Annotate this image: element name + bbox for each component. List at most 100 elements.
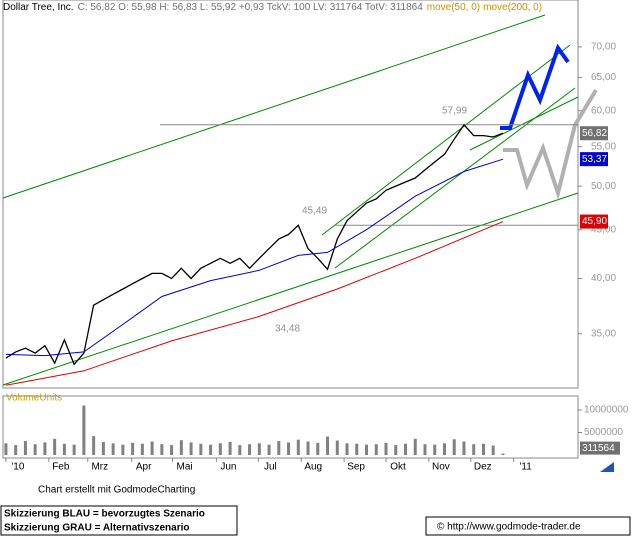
y-tick-label: 10000000 — [584, 405, 629, 416]
y-tick-label: 65,00 — [591, 72, 616, 83]
volume-bar — [82, 405, 86, 455]
volume-bar — [209, 444, 213, 455]
volume-bar — [111, 443, 115, 455]
volume-tag — [580, 441, 620, 455]
x-tick-label: Sep — [347, 462, 365, 473]
x-tick-label: Okt — [390, 462, 406, 473]
x-tick-label: Mrz — [91, 462, 108, 473]
volume-bar — [238, 445, 242, 455]
volume-bar — [4, 443, 8, 455]
volume-bar — [14, 445, 18, 455]
volume-bar — [131, 442, 135, 455]
volume-bar — [267, 444, 271, 455]
volume-bar — [72, 444, 76, 455]
volume-bar — [423, 444, 427, 455]
volume-bar — [170, 445, 174, 455]
volume-bar — [413, 438, 417, 455]
x-tick-label: Mai — [177, 462, 193, 473]
y-tick-label: 45,00 — [591, 224, 616, 235]
y-tick-label: 50,00 — [591, 181, 616, 192]
volume-bar — [228, 441, 232, 455]
x-tick-label: '10 — [11, 462, 24, 473]
volume-bar — [433, 444, 437, 455]
volume-tag-label: 311564 — [582, 443, 615, 454]
note-blue: Skizzierung BLAU = bevorzugtes Szenario — [4, 509, 205, 520]
volume-bar — [101, 441, 105, 455]
copyright: © http://www.godmode-trader.de — [437, 522, 581, 533]
volume-bar — [345, 443, 349, 455]
header: Dollar Tree, Inc. C: 56,82 O: 55,98 H: 56… — [3, 2, 542, 13]
volume-bar — [43, 442, 47, 455]
header-ma50: move(50, 0) — [427, 2, 480, 13]
series-line — [5, 158, 504, 357]
volume-bar — [140, 443, 144, 455]
volume-bar — [442, 443, 446, 455]
volume-bar — [404, 443, 407, 455]
volume-bar — [218, 443, 222, 455]
volume-bar — [92, 436, 96, 455]
volume-bar — [277, 441, 281, 455]
volume-bar — [335, 440, 339, 455]
annotation: 57,99 — [442, 106, 467, 117]
annotation: 34,48 — [275, 324, 300, 335]
volume-bar — [462, 441, 466, 455]
header-ma200: move(200, 0) — [483, 2, 542, 13]
trend-lines — [2, 14, 579, 386]
series-line — [5, 221, 504, 386]
x-tick-label: Dez — [474, 462, 492, 473]
volume-bar — [160, 444, 164, 455]
volume-bar — [287, 442, 291, 455]
volume-bar — [179, 440, 183, 455]
volume-bar — [296, 439, 300, 455]
volume-bar — [491, 445, 495, 455]
volume-bar — [501, 453, 505, 455]
y-tick-label: 60,00 — [591, 105, 616, 116]
price-tag — [580, 214, 608, 229]
price-tag-label: 56,82 — [582, 128, 607, 139]
x-tick-label: '11 — [520, 462, 533, 473]
volume-bar — [374, 444, 378, 455]
price-panel — [2, 0, 579, 389]
volume-bar — [306, 441, 310, 455]
volume-bar — [452, 439, 456, 455]
icon[interactable] — [600, 462, 614, 472]
volume-bar — [53, 438, 57, 455]
volume-bar — [62, 443, 66, 455]
volume-bar — [199, 443, 203, 455]
volume-bar — [189, 442, 193, 455]
y-tick-label: 35,00 — [591, 328, 616, 339]
y-tick-label: 55,00 — [591, 141, 616, 152]
volume-bar — [316, 442, 320, 455]
volume-panel — [2, 395, 579, 459]
x-tick-label: Nov — [432, 462, 450, 473]
volume-bar — [472, 444, 476, 455]
scenario-blue — [500, 43, 570, 130]
marks: 70,00 65,00 60,00 55,00 50,00 45,00 40,00 35,00… — [4, 42, 629, 473]
trend-line — [2, 14, 546, 199]
x-tick-label: Jul — [264, 462, 277, 473]
note-gray: Skizzierung GRAU = Alternativszenario — [4, 523, 190, 534]
x-tick-label: Aug — [304, 462, 322, 473]
volume-bar — [326, 436, 330, 455]
annotation: 45,49 — [302, 206, 327, 217]
copyright-box — [425, 516, 631, 536]
y-tick-label: 40,00 — [591, 273, 616, 284]
volume-bar — [150, 441, 154, 455]
volume-bar — [121, 444, 125, 455]
volume-bar — [23, 441, 27, 455]
trend-line — [469, 96, 579, 151]
header-quote: C: 56,82 O: 55,98 H: 56,83 L: 55,92 +0,9… — [78, 2, 424, 13]
series-line — [5, 123, 504, 366]
volume-bar — [394, 445, 398, 455]
volume-bar — [365, 444, 369, 455]
volume-bar — [481, 443, 485, 455]
price-tag — [580, 126, 608, 141]
x-tick-label: Feb — [52, 462, 70, 473]
volume-bar — [355, 443, 359, 455]
volume-bar — [248, 444, 252, 455]
x-tick-label: Apr — [136, 462, 152, 473]
y-tick-label: 70,00 — [591, 42, 616, 53]
x-tick-label: Jun — [220, 462, 236, 473]
volume-title: VolumeUnits — [6, 393, 62, 404]
